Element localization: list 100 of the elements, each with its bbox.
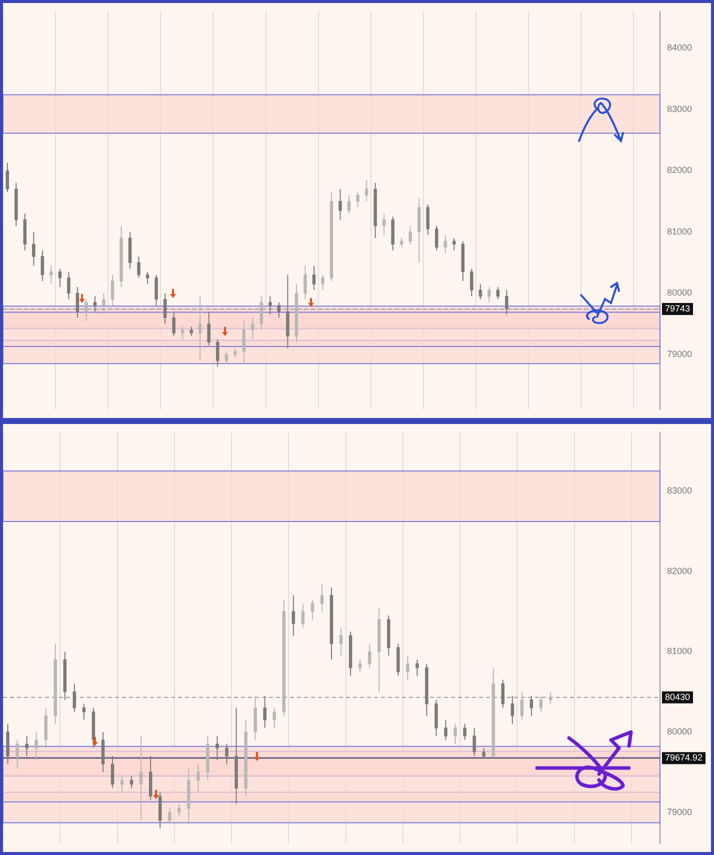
candlestick	[225, 744, 228, 765]
y-tick-label: 82000	[666, 566, 692, 576]
candlestick	[251, 317, 254, 340]
candlestick	[320, 582, 324, 612]
candlestick	[14, 182, 18, 226]
candlestick	[154, 274, 158, 306]
candlestick	[34, 731, 38, 761]
candlestick	[120, 225, 123, 288]
candlestick	[242, 320, 246, 364]
candlestick	[488, 286, 491, 303]
candlestick	[294, 284, 298, 343]
candlestick	[168, 808, 172, 825]
candlestick	[356, 192, 360, 208]
candlestick	[408, 225, 412, 245]
y-tick-label: 83000	[666, 486, 692, 496]
candlestick	[187, 768, 190, 825]
candlestick	[364, 179, 368, 202]
candlestick	[396, 643, 400, 676]
candlestick	[454, 723, 457, 745]
candlestick	[234, 348, 237, 358]
candlestick	[377, 606, 381, 692]
candlestick	[93, 296, 97, 312]
candlestick	[386, 615, 390, 656]
candlestick	[63, 651, 67, 700]
candlestick	[67, 271, 70, 300]
candlestick	[277, 302, 281, 318]
candlestick	[482, 748, 486, 758]
candlestick	[128, 231, 132, 270]
ref-line-label: 79743	[664, 303, 690, 314]
candlestick	[292, 594, 296, 636]
candlestick	[263, 695, 266, 728]
candlestick	[301, 602, 305, 628]
candlestick	[391, 216, 394, 251]
candlestick	[286, 274, 290, 349]
candlestick	[180, 326, 184, 340]
candlestick	[272, 707, 276, 728]
candlestick	[330, 192, 334, 282]
candlestick	[234, 707, 238, 805]
candlestick	[6, 723, 10, 765]
candlestick	[461, 240, 465, 282]
candlestick	[190, 326, 193, 337]
candlestick	[216, 338, 220, 368]
y-tick-label: 84000	[666, 42, 692, 53]
candlestick	[260, 296, 264, 330]
candlestick	[434, 225, 438, 251]
y-tick-label: 80000	[666, 288, 692, 298]
candlestick	[268, 296, 272, 316]
candlestick	[158, 792, 162, 829]
candlestick	[198, 296, 202, 362]
candlestick	[444, 234, 447, 254]
candlestick	[54, 643, 57, 724]
candlestick	[40, 250, 44, 282]
candlestick	[505, 290, 508, 316]
ref-line-label: 79674.92	[664, 752, 703, 763]
candlestick	[178, 804, 181, 817]
candlestick	[434, 699, 438, 736]
candlestick	[444, 719, 448, 740]
candlestick	[163, 292, 167, 324]
candlestick	[338, 188, 342, 220]
ref-line-label: 80430	[664, 692, 690, 702]
candlestick	[417, 198, 421, 264]
candlestick	[32, 231, 36, 266]
y-tick-label: 79000	[666, 348, 692, 359]
candlestick	[76, 286, 80, 318]
candlestick	[501, 679, 504, 708]
candlestick	[470, 268, 474, 297]
y-tick-label: 83000	[666, 104, 692, 114]
candlestick	[304, 265, 307, 300]
candlestick	[312, 265, 316, 291]
candlestick	[101, 731, 105, 773]
candlestick	[492, 667, 495, 758]
candlestick	[452, 238, 456, 251]
candlestick	[282, 598, 286, 716]
candlestick	[207, 311, 210, 346]
candlestick	[416, 659, 419, 676]
candlestick	[44, 707, 48, 749]
candlestick	[520, 691, 524, 720]
y-tick-label: 81000	[666, 646, 692, 656]
candlestick	[23, 213, 27, 251]
candlestick	[50, 265, 53, 285]
candlestick	[321, 274, 324, 291]
candlestick	[244, 719, 248, 797]
y-tick-label: 81000	[666, 226, 692, 236]
candlestick	[137, 256, 140, 278]
candlestick	[426, 204, 430, 236]
candlestick	[406, 655, 410, 680]
candlestick	[148, 756, 152, 801]
candlestick	[110, 274, 114, 306]
candlestick	[25, 735, 28, 757]
y-tick-label: 80000	[666, 726, 692, 736]
candlestick	[84, 298, 88, 322]
candlestick	[72, 683, 76, 712]
candlestick	[330, 586, 334, 660]
candlestick	[374, 182, 377, 239]
candlestick	[110, 756, 114, 789]
candlestick	[16, 739, 19, 769]
candlestick	[310, 598, 314, 620]
candlestick	[463, 723, 466, 740]
candlestick	[224, 350, 228, 364]
candlestick	[254, 695, 257, 740]
